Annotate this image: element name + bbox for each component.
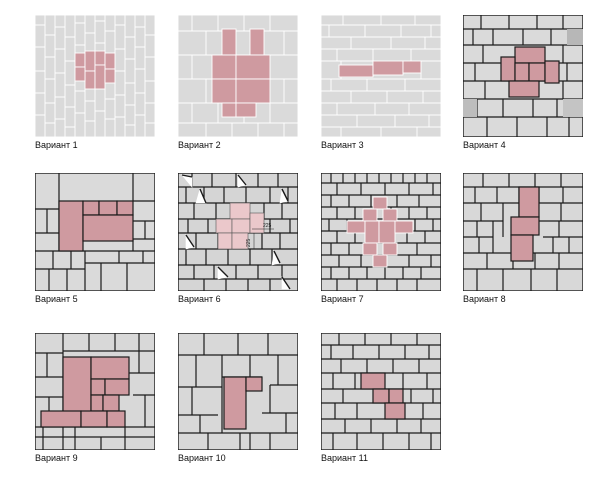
variant-1-pattern: [35, 15, 155, 137]
variant-8-pattern: [463, 173, 583, 291]
variant-9-pattern: [35, 333, 155, 450]
variant-10-accent: [223, 376, 263, 430]
variant-10-pattern: [178, 333, 298, 450]
variant-11-pattern: [321, 333, 441, 450]
variant-3-pattern: [321, 15, 441, 137]
variant-5-tiles: [35, 173, 155, 291]
variant-6-accent: [215, 202, 265, 250]
variant-8-accent: [510, 186, 540, 262]
variant-8-label: Вариант 8: [463, 294, 506, 304]
variant-4-accent: [500, 46, 560, 98]
variant-6-label: Вариант 6: [178, 294, 221, 304]
variant-7-accent: [346, 196, 414, 268]
variant-3-label: Вариант 3: [321, 140, 364, 150]
variant-2-label: Вариант 2: [178, 140, 221, 150]
variant-9-accent: [40, 356, 130, 428]
variant-7-pattern: [321, 173, 441, 291]
variant-2-pattern: [178, 15, 298, 137]
variant-9-label: Вариант 9: [35, 453, 78, 463]
variant-10-label: Вариант 10: [178, 453, 226, 463]
dimension-label-vertical: 225: [246, 238, 252, 247]
variant-11-tiles: [321, 333, 441, 450]
variant-4-pattern: [463, 15, 583, 137]
variant-5-accent: [58, 200, 134, 252]
variant-7-label: Вариант 7: [321, 294, 364, 304]
variant-6-dimensions: 225 225: [246, 223, 274, 249]
dimension-label-horizontal: 225: [263, 223, 272, 229]
variant-1-label: Вариант 1: [35, 140, 78, 150]
variant-11-accent: [360, 372, 406, 420]
variant-6-pattern: 225 225: [178, 173, 298, 291]
variant-3-accent: [338, 60, 422, 78]
variant-11-label: Вариант 11: [321, 453, 368, 463]
variant-4-label: Вариант 4: [463, 140, 506, 150]
variant-5-pattern: [35, 173, 155, 291]
variant-5-label: Вариант 5: [35, 294, 78, 304]
variant-2-accent: [211, 28, 271, 118]
variant-1-accent: [74, 50, 116, 90]
